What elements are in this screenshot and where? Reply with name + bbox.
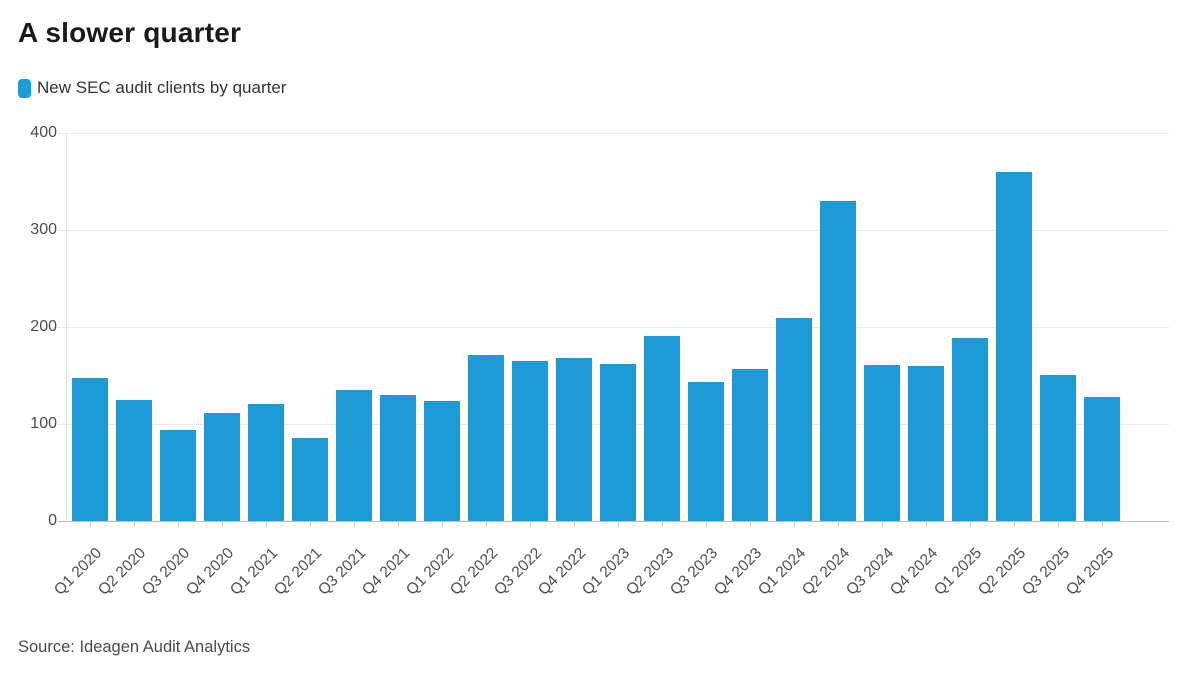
x-axis-tick [398,522,399,527]
x-axis-tick [1058,522,1059,527]
bar[interactable] [644,335,680,521]
x-axis-label: Q4 2022 [534,544,589,599]
bar[interactable] [204,413,240,521]
x-axis-tick [970,522,971,527]
x-axis-label: Q1 2022 [402,544,457,599]
bar[interactable] [556,358,592,521]
bar[interactable] [468,355,504,521]
x-axis-tick [1102,522,1103,527]
x-axis-label: Q2 2022 [446,544,501,599]
x-axis-label: Q2 2021 [270,544,325,599]
x-axis-tick [266,522,267,527]
x-axis-label: Q4 2020 [182,544,237,599]
chart-title: A slower quarter [18,17,242,48]
x-axis-tick [354,522,355,527]
gridline [58,230,1169,231]
x-axis-tick [574,522,575,527]
bar[interactable] [336,390,372,521]
bar[interactable] [864,364,900,521]
x-axis-label: Q3 2025 [1018,544,1073,599]
source-note: Source: Ideagen Audit Analytics [18,638,251,656]
x-axis-label: Q1 2023 [578,544,633,599]
x-axis-label: Q3 2023 [666,544,721,599]
x-axis-tick [442,522,443,527]
bar[interactable] [1040,374,1076,521]
x-axis-label: Q1 2021 [226,544,281,599]
x-axis-tick [1014,522,1015,527]
x-axis-tick [926,522,927,527]
y-axis-label: 200 [30,318,57,335]
bar[interactable] [380,394,416,521]
x-axis-tick [882,522,883,527]
bar[interactable] [820,200,856,521]
bar[interactable] [600,363,636,521]
x-axis-label: Q4 2024 [886,544,941,599]
x-axis-label: Q3 2022 [490,544,545,599]
x-axis-label: Q4 2023 [710,544,765,599]
bar[interactable] [248,403,284,521]
x-axis-tick [486,522,487,527]
bar[interactable] [512,360,548,521]
x-axis-tick [794,522,795,527]
x-axis-tick [838,522,839,527]
x-axis-label: Q1 2025 [930,544,985,599]
legend-label: New SEC audit clients by quarter [37,78,287,97]
bar[interactable] [1084,396,1120,521]
x-axis-tick [662,522,663,527]
bar[interactable] [116,399,152,521]
x-axis-label: Q2 2024 [798,544,853,599]
x-axis-tick [530,522,531,527]
bar[interactable] [72,378,108,521]
bar[interactable] [160,429,196,521]
y-axis-label: 100 [30,415,57,432]
x-axis-label: Q3 2021 [314,544,369,599]
bar[interactable] [908,365,944,521]
x-axis-label: Q1 2024 [754,544,809,599]
bar[interactable] [952,337,988,521]
bar[interactable] [996,171,1032,521]
x-axis-tick [706,522,707,527]
bar[interactable] [732,368,768,521]
x-axis-label: Q2 2023 [622,544,677,599]
y-axis-label: 300 [30,221,57,238]
x-axis-label: Q1 2020 [50,544,105,599]
gridline [58,327,1169,328]
x-axis-tick [310,522,311,527]
x-axis-tick [90,522,91,527]
bar[interactable] [688,382,724,521]
x-axis-tick [178,522,179,527]
x-axis-label: Q3 2020 [138,544,193,599]
x-axis-label: Q2 2020 [94,544,149,599]
bar[interactable] [424,400,460,521]
x-axis-tick [222,522,223,527]
x-axis-tick [134,522,135,527]
gridline [58,521,1169,522]
x-axis-label: Q4 2021 [358,544,413,599]
x-axis-tick [750,522,751,527]
x-axis-label: Q3 2024 [842,544,897,599]
bar[interactable] [292,437,328,521]
legend-swatch-icon [18,78,31,98]
x-axis-label: Q4 2025 [1062,544,1117,599]
y-axis-label: 400 [30,124,57,141]
legend: New SEC audit clients by quarter [18,78,286,98]
x-axis-tick [618,522,619,527]
gridline [58,133,1169,134]
bar[interactable] [776,318,812,521]
x-axis-label: Q2 2025 [974,544,1029,599]
y-axis-label: 0 [48,512,57,529]
